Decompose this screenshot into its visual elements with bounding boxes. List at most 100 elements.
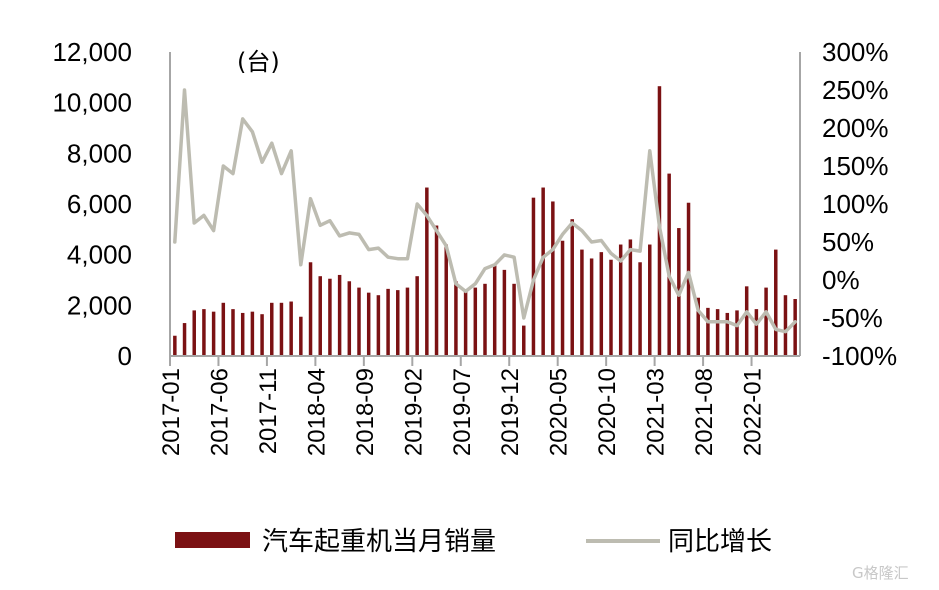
bar — [376, 295, 381, 356]
line-series — [173, 88, 797, 334]
x-tick-label: 2019-12 — [497, 368, 524, 456]
bar — [744, 286, 749, 356]
bar — [299, 316, 303, 356]
bar — [240, 312, 245, 356]
bar — [754, 309, 759, 356]
right-tick-label: -50% — [822, 303, 883, 333]
bar — [589, 258, 594, 356]
bar — [231, 309, 235, 356]
bar — [502, 269, 507, 356]
bar — [764, 287, 768, 356]
bar — [696, 297, 700, 356]
bar — [357, 287, 361, 356]
x-tick-label: 2017-01 — [158, 368, 185, 456]
x-tick-label: 2018-09 — [352, 368, 379, 456]
bar — [541, 187, 545, 356]
bar — [570, 219, 574, 356]
left-tick-label: 2,000 — [67, 290, 132, 320]
bar — [735, 310, 739, 356]
bar — [667, 173, 671, 356]
bar — [638, 262, 642, 356]
bar — [270, 302, 274, 356]
bar — [628, 239, 633, 356]
bar — [774, 249, 778, 356]
right-tick-label: 200% — [822, 113, 889, 143]
unit-label: (台) — [237, 48, 280, 76]
bar — [793, 299, 797, 356]
bar — [386, 288, 390, 356]
bar — [715, 309, 720, 356]
bar — [405, 287, 410, 356]
x-tick-label: 2020-05 — [546, 368, 573, 456]
right-tick-label: 50% — [822, 227, 874, 257]
bar — [318, 276, 322, 356]
left-tick-label: 8,000 — [67, 138, 132, 168]
x-tick-label: 2017-06 — [206, 368, 233, 456]
bar — [580, 249, 584, 356]
x-tick-label: 2020-10 — [594, 368, 621, 456]
bar — [192, 310, 196, 356]
bar — [425, 187, 429, 356]
bar — [444, 244, 448, 356]
bar — [182, 323, 187, 356]
bar — [279, 302, 284, 356]
bar — [725, 312, 730, 356]
bar — [648, 244, 652, 356]
legend-line-label: 同比增长 — [668, 527, 772, 557]
bar — [289, 301, 293, 356]
bar — [473, 287, 478, 356]
x-tick-label: 2021-08 — [691, 368, 718, 456]
bar — [551, 201, 555, 356]
legend-bar-swatch — [175, 532, 250, 548]
growth-line — [173, 88, 797, 334]
left-tick-label: 10,000 — [52, 88, 132, 118]
watermark: G格隆汇 — [852, 564, 909, 582]
bar — [599, 252, 604, 356]
bar — [560, 240, 565, 356]
x-axis: 2017-01 2017-06 2017-11 2018-04 2018-09 2019-… — [158, 52, 800, 456]
bar — [347, 281, 352, 356]
bar — [396, 290, 400, 356]
left-tick-label: 12,000 — [52, 37, 132, 67]
bar — [609, 259, 613, 356]
right-tick-label: 150% — [822, 151, 889, 181]
bar — [463, 291, 468, 356]
bar — [173, 335, 177, 356]
x-tick-label: 2017-11 — [255, 368, 282, 454]
right-tick-label: 100% — [822, 189, 889, 219]
bar — [512, 283, 516, 356]
left-tick-label: 6,000 — [67, 189, 132, 219]
right-tick-label: 300% — [822, 37, 889, 67]
bar — [492, 264, 497, 356]
right-tick-label: 250% — [822, 75, 889, 105]
bar — [211, 311, 216, 356]
x-tick-label: 2019-07 — [449, 368, 476, 456]
bar — [783, 295, 788, 356]
bar — [337, 274, 342, 356]
bar — [366, 292, 371, 356]
bar — [415, 276, 419, 356]
bar — [221, 302, 226, 356]
x-tick-label: 2018-04 — [303, 368, 330, 456]
right-y-axis: -100% -50% 0% 50% 100% 150% 200% 250% 300% — [799, 37, 897, 371]
legend-bar-label: 汽车起重机当月销量 — [262, 527, 496, 557]
x-tick-label: 2022-01 — [740, 368, 767, 456]
bar — [202, 309, 206, 356]
left-tick-label: 0 — [118, 341, 132, 371]
right-tick-label: 0% — [822, 265, 860, 295]
left-y-axis: 0 2,000 4,000 6,000 8,000 10,000 12,000 — [52, 37, 132, 371]
bar — [260, 314, 264, 356]
bar — [483, 283, 487, 356]
left-tick-label: 4,000 — [67, 240, 132, 270]
bar — [434, 225, 439, 356]
bar — [328, 278, 332, 356]
bar — [706, 307, 710, 356]
x-tick-label: 2021-03 — [643, 368, 670, 456]
right-tick-label: -100% — [822, 341, 897, 371]
legend: 汽车起重机当月销量 同比增长 — [175, 527, 772, 557]
x-tick-label: 2019-02 — [400, 368, 427, 456]
bar — [250, 311, 255, 356]
bar — [308, 262, 313, 356]
bar — [454, 281, 458, 356]
